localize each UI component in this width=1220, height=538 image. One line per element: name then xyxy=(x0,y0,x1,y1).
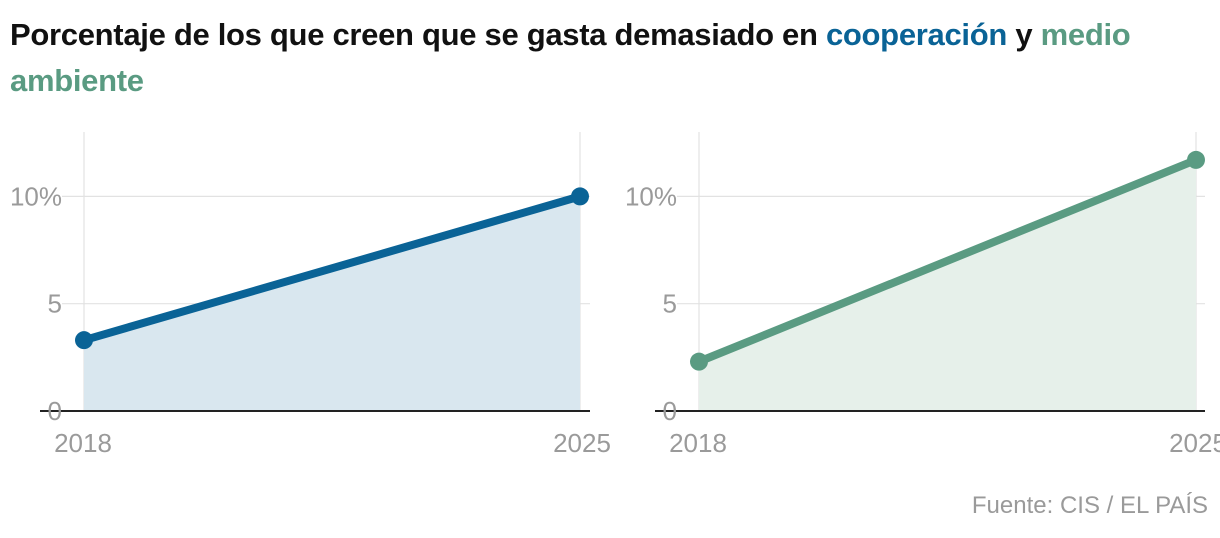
chart-1-y-tick-label: 10% xyxy=(10,181,62,211)
chart-2-area xyxy=(699,159,1196,411)
chart-2-x-tick-label: 2018 xyxy=(669,428,727,458)
chart-2-series-line xyxy=(695,155,1200,366)
chart-1-series-line xyxy=(80,192,584,345)
chart-2-x-tick-label: 2025 xyxy=(1169,428,1220,458)
chart-2-point xyxy=(690,352,708,371)
chart-title: Porcentaje de los que creen que se gasta… xyxy=(10,12,1200,104)
chart-1-area xyxy=(84,196,580,411)
source-note: Fuente: CIS / EL PAÍS xyxy=(971,492,1208,519)
chart-1-point xyxy=(571,187,589,206)
title-connector: y xyxy=(1015,17,1033,52)
chart-1-x-tick-label: 2025 xyxy=(553,428,611,458)
chart-2-point xyxy=(1187,150,1205,169)
chart-1-y-tick-label: 0 xyxy=(48,396,62,426)
title-prefix: Porcentaje de los que creen que se gasta… xyxy=(10,17,818,52)
title-highlight-cooperacion: cooperación xyxy=(825,17,1007,52)
chart-2-y-tick-label: 5 xyxy=(663,289,677,319)
chart-1-x-tick-label: 2018 xyxy=(54,428,112,458)
title-highlight-medio-ambiente: medio ambiente xyxy=(10,17,1131,98)
chart-1-point xyxy=(75,331,93,350)
chart-1-y-tick-label: 5 xyxy=(48,289,62,319)
chart-2-y-tick-label: 0 xyxy=(663,396,677,426)
chart-2-y-tick-label: 10% xyxy=(625,181,677,211)
